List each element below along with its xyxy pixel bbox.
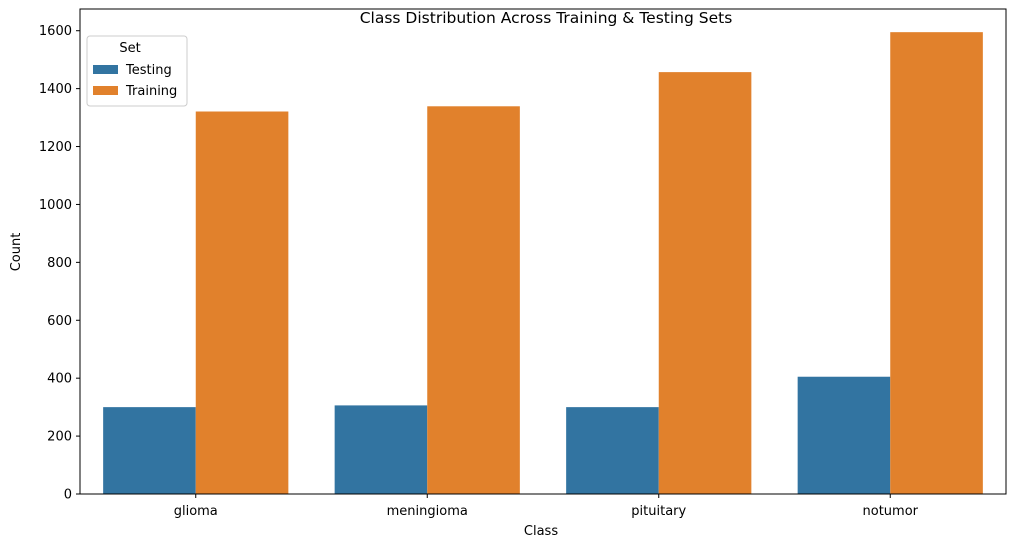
chart-title: Class Distribution Across Training & Tes… [360, 9, 733, 27]
y-tick-label: 1400 [39, 82, 72, 97]
x-tick-label: notumor [863, 504, 919, 519]
y-tick-label: 200 [47, 430, 72, 445]
y-tick-label: 400 [47, 372, 72, 387]
y-tick-label: 1200 [39, 140, 72, 155]
legend-swatch-training [93, 86, 118, 95]
x-tick-label: pituitary [631, 504, 686, 519]
y-axis-label: Count [9, 233, 24, 272]
legend-title: Set [119, 41, 140, 56]
y-tick-label: 1600 [39, 24, 72, 39]
legend-swatch-testing [93, 65, 118, 74]
bar-training-notumor [890, 32, 983, 494]
x-tick-label: meningioma [387, 504, 468, 519]
x-axis: glioma meningioma pituitary notumor [174, 494, 919, 519]
y-tick-label: 1000 [39, 198, 72, 213]
y-tick-label: 600 [47, 314, 72, 329]
bar-testing-meningioma [334, 405, 428, 494]
bar-testing-glioma [103, 407, 196, 494]
bars-group [103, 32, 983, 495]
y-tick-label: 0 [64, 488, 72, 503]
legend-label-testing: Testing [125, 63, 172, 78]
bar-training-glioma [195, 111, 289, 494]
legend: Set Testing Training [86, 35, 188, 107]
bar-testing-notumor [797, 376, 891, 494]
x-tick-label: glioma [174, 504, 218, 519]
plot-frame [79, 8, 1007, 495]
y-axis: 0 200 400 600 800 1000 1200 1400 1600 [39, 24, 80, 503]
bar-testing-pituitary [566, 407, 659, 494]
x-axis-label: Class [524, 524, 558, 539]
bar-training-meningioma [427, 106, 520, 494]
bar-training-pituitary [658, 72, 752, 495]
y-tick-label: 800 [47, 256, 72, 271]
legend-label-training: Training [125, 84, 177, 99]
